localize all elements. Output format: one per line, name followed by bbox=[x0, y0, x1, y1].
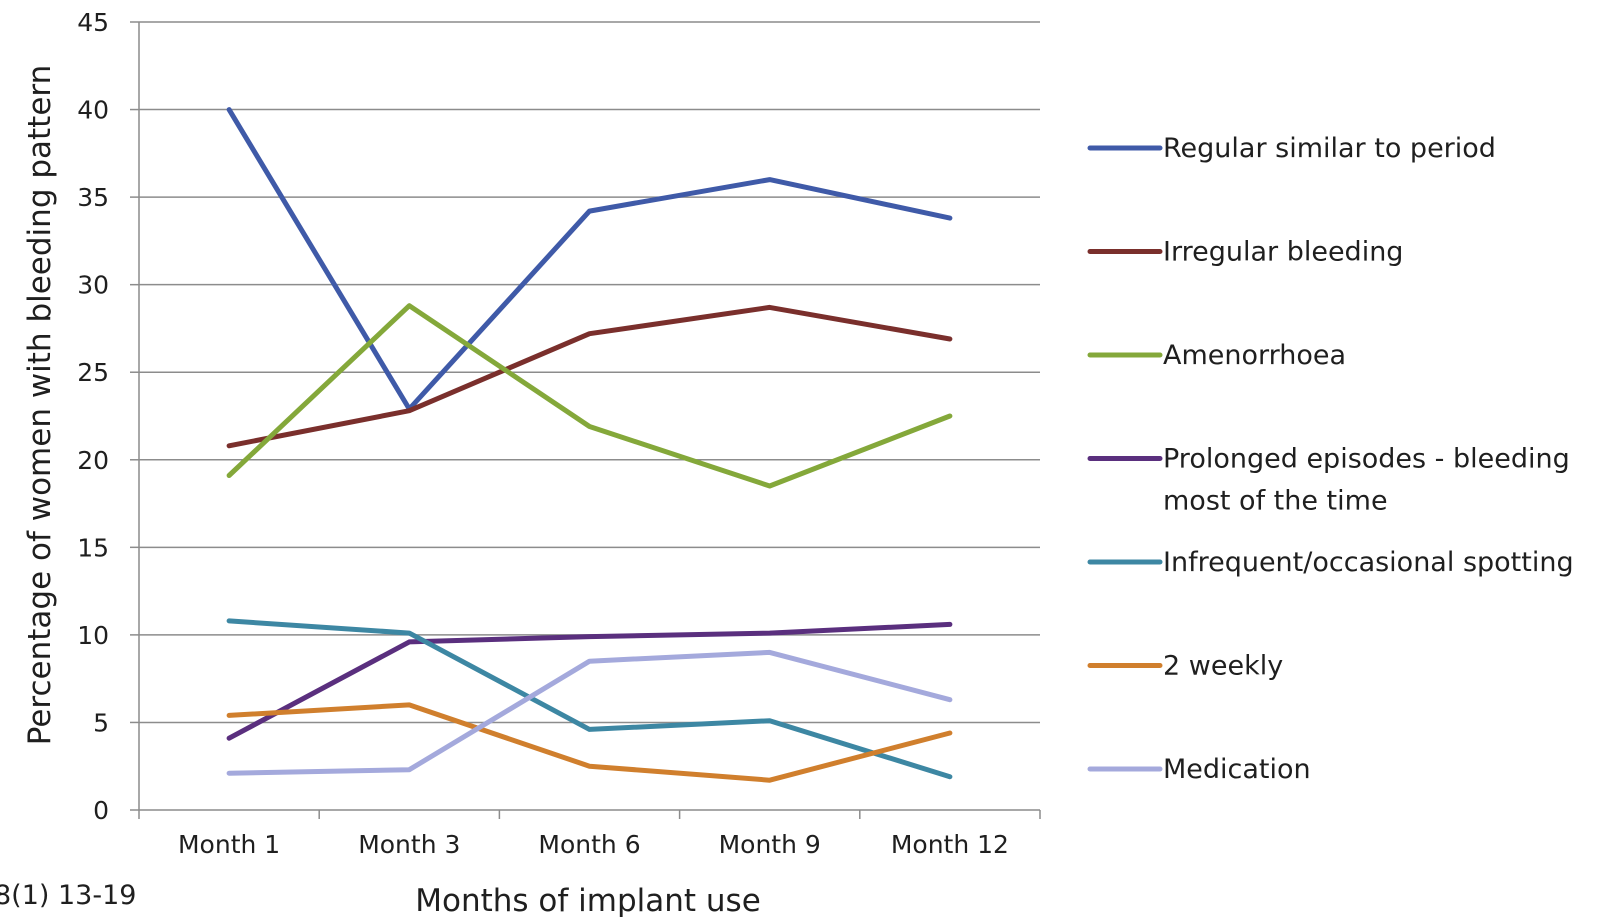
y-tick-label: 35 bbox=[77, 183, 109, 212]
y-tick-label: 10 bbox=[77, 621, 109, 650]
citation-text: 8(1) 13-19 bbox=[0, 880, 136, 911]
y-tick-label: 20 bbox=[77, 446, 109, 475]
series-line-3 bbox=[226, 303, 953, 489]
y-tick-label: 25 bbox=[77, 358, 109, 387]
series-line-7 bbox=[226, 649, 953, 776]
y-tick-label: 45 bbox=[77, 8, 109, 37]
legend-label: 2 weekly bbox=[1163, 651, 1283, 682]
legend-label: Amenorrhoea bbox=[1163, 340, 1346, 371]
x-tick-label: Month 1 bbox=[178, 830, 280, 859]
y-tick-label: 0 bbox=[93, 796, 109, 825]
series-lines bbox=[226, 107, 953, 783]
series-line-2 bbox=[226, 304, 953, 449]
x-tick-label: Month 6 bbox=[538, 830, 640, 859]
x-tick-label: Month 12 bbox=[891, 830, 1009, 859]
series-line-6 bbox=[226, 702, 953, 783]
y-tick-label: 30 bbox=[77, 271, 109, 300]
y-tick-label: 40 bbox=[77, 96, 109, 125]
series-line-5 bbox=[226, 618, 953, 780]
axes bbox=[130, 21, 1041, 819]
tick-labels: 0 5 10 15 20 25 30 35 40 45 Month 1 Month 3 Month 6 M… bbox=[77, 8, 1009, 859]
legend-label: Irregular bleeding bbox=[1163, 237, 1403, 268]
series-line-4 bbox=[226, 621, 953, 741]
series-line-1 bbox=[226, 107, 953, 412]
y-tick-label: 15 bbox=[77, 533, 109, 562]
legend-label: Prolonged episodes - bleeding bbox=[1163, 444, 1570, 475]
x-tick-label: Month 9 bbox=[719, 830, 821, 859]
y-tick-label: 5 bbox=[93, 708, 109, 737]
legend-label: most of the time bbox=[1163, 486, 1388, 517]
legend-label: Regular similar to period bbox=[1163, 133, 1496, 164]
legend: Regular similar to period Irregular bleed… bbox=[1087, 133, 1574, 785]
legend-label: Medication bbox=[1163, 754, 1311, 785]
gridlines bbox=[139, 21, 1040, 724]
x-axis-title: Months of implant use bbox=[415, 883, 761, 917]
legend-label: Infrequent/occasional spotting bbox=[1163, 547, 1574, 578]
y-axis-title: Percentage of women with bleeding patter… bbox=[22, 65, 58, 746]
x-tick-label: Month 3 bbox=[358, 830, 460, 859]
